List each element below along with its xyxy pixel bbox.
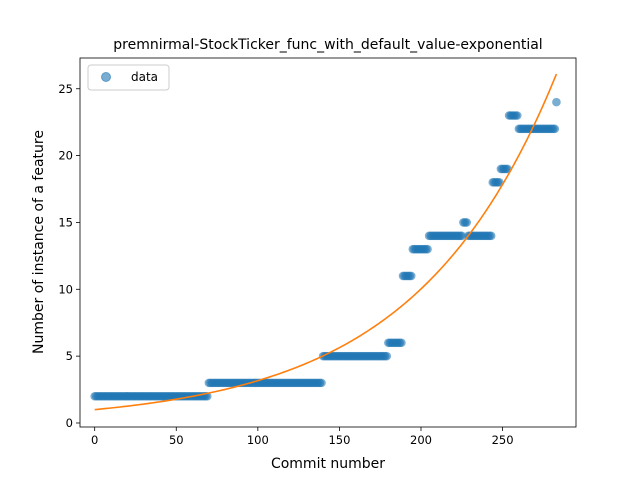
- axes: 0 50 100 150 200 250 0 5 10 15 20 25: [58, 82, 513, 447]
- fit-line: [94, 73, 558, 411]
- data-point: [397, 338, 406, 348]
- y-tick-label: 10: [58, 282, 73, 296]
- x-tick-label: 250: [492, 433, 514, 447]
- x-tick-label: 150: [328, 433, 350, 447]
- data-point: [406, 271, 416, 281]
- data-point: [550, 124, 560, 134]
- y-axis-label: Number of instance of a feature: [31, 130, 47, 354]
- data-point: [382, 351, 392, 361]
- legend-label-data: data: [131, 70, 158, 84]
- data-point: [317, 378, 326, 388]
- x-tick-label: 0: [91, 433, 98, 447]
- plot-area: [90, 73, 561, 411]
- x-axis-label: Commit number: [271, 456, 385, 472]
- y-tick-label: 25: [58, 82, 73, 96]
- legend-marker-data: [101, 72, 111, 82]
- data-point: [462, 218, 471, 227]
- x-tick-label: 200: [410, 433, 432, 447]
- x-tick-label: 100: [247, 433, 269, 447]
- y-tick-label: 20: [58, 149, 73, 163]
- y-tick-label: 5: [66, 349, 73, 363]
- data-point: [486, 231, 496, 241]
- plot-frame: [79, 57, 577, 428]
- chart-title: premnirmal-StockTicker_func_with_default…: [113, 37, 542, 53]
- y-tick-label: 15: [58, 215, 73, 229]
- data-point: [457, 231, 467, 241]
- data-point: [512, 111, 522, 120]
- data-point: [552, 97, 561, 107]
- legend: data: [87, 64, 170, 91]
- x-tick-label: 50: [169, 433, 184, 447]
- y-tick-label: 0: [66, 416, 73, 430]
- data-point: [423, 244, 432, 254]
- data-point: [495, 178, 504, 187]
- legend-box: [87, 64, 170, 91]
